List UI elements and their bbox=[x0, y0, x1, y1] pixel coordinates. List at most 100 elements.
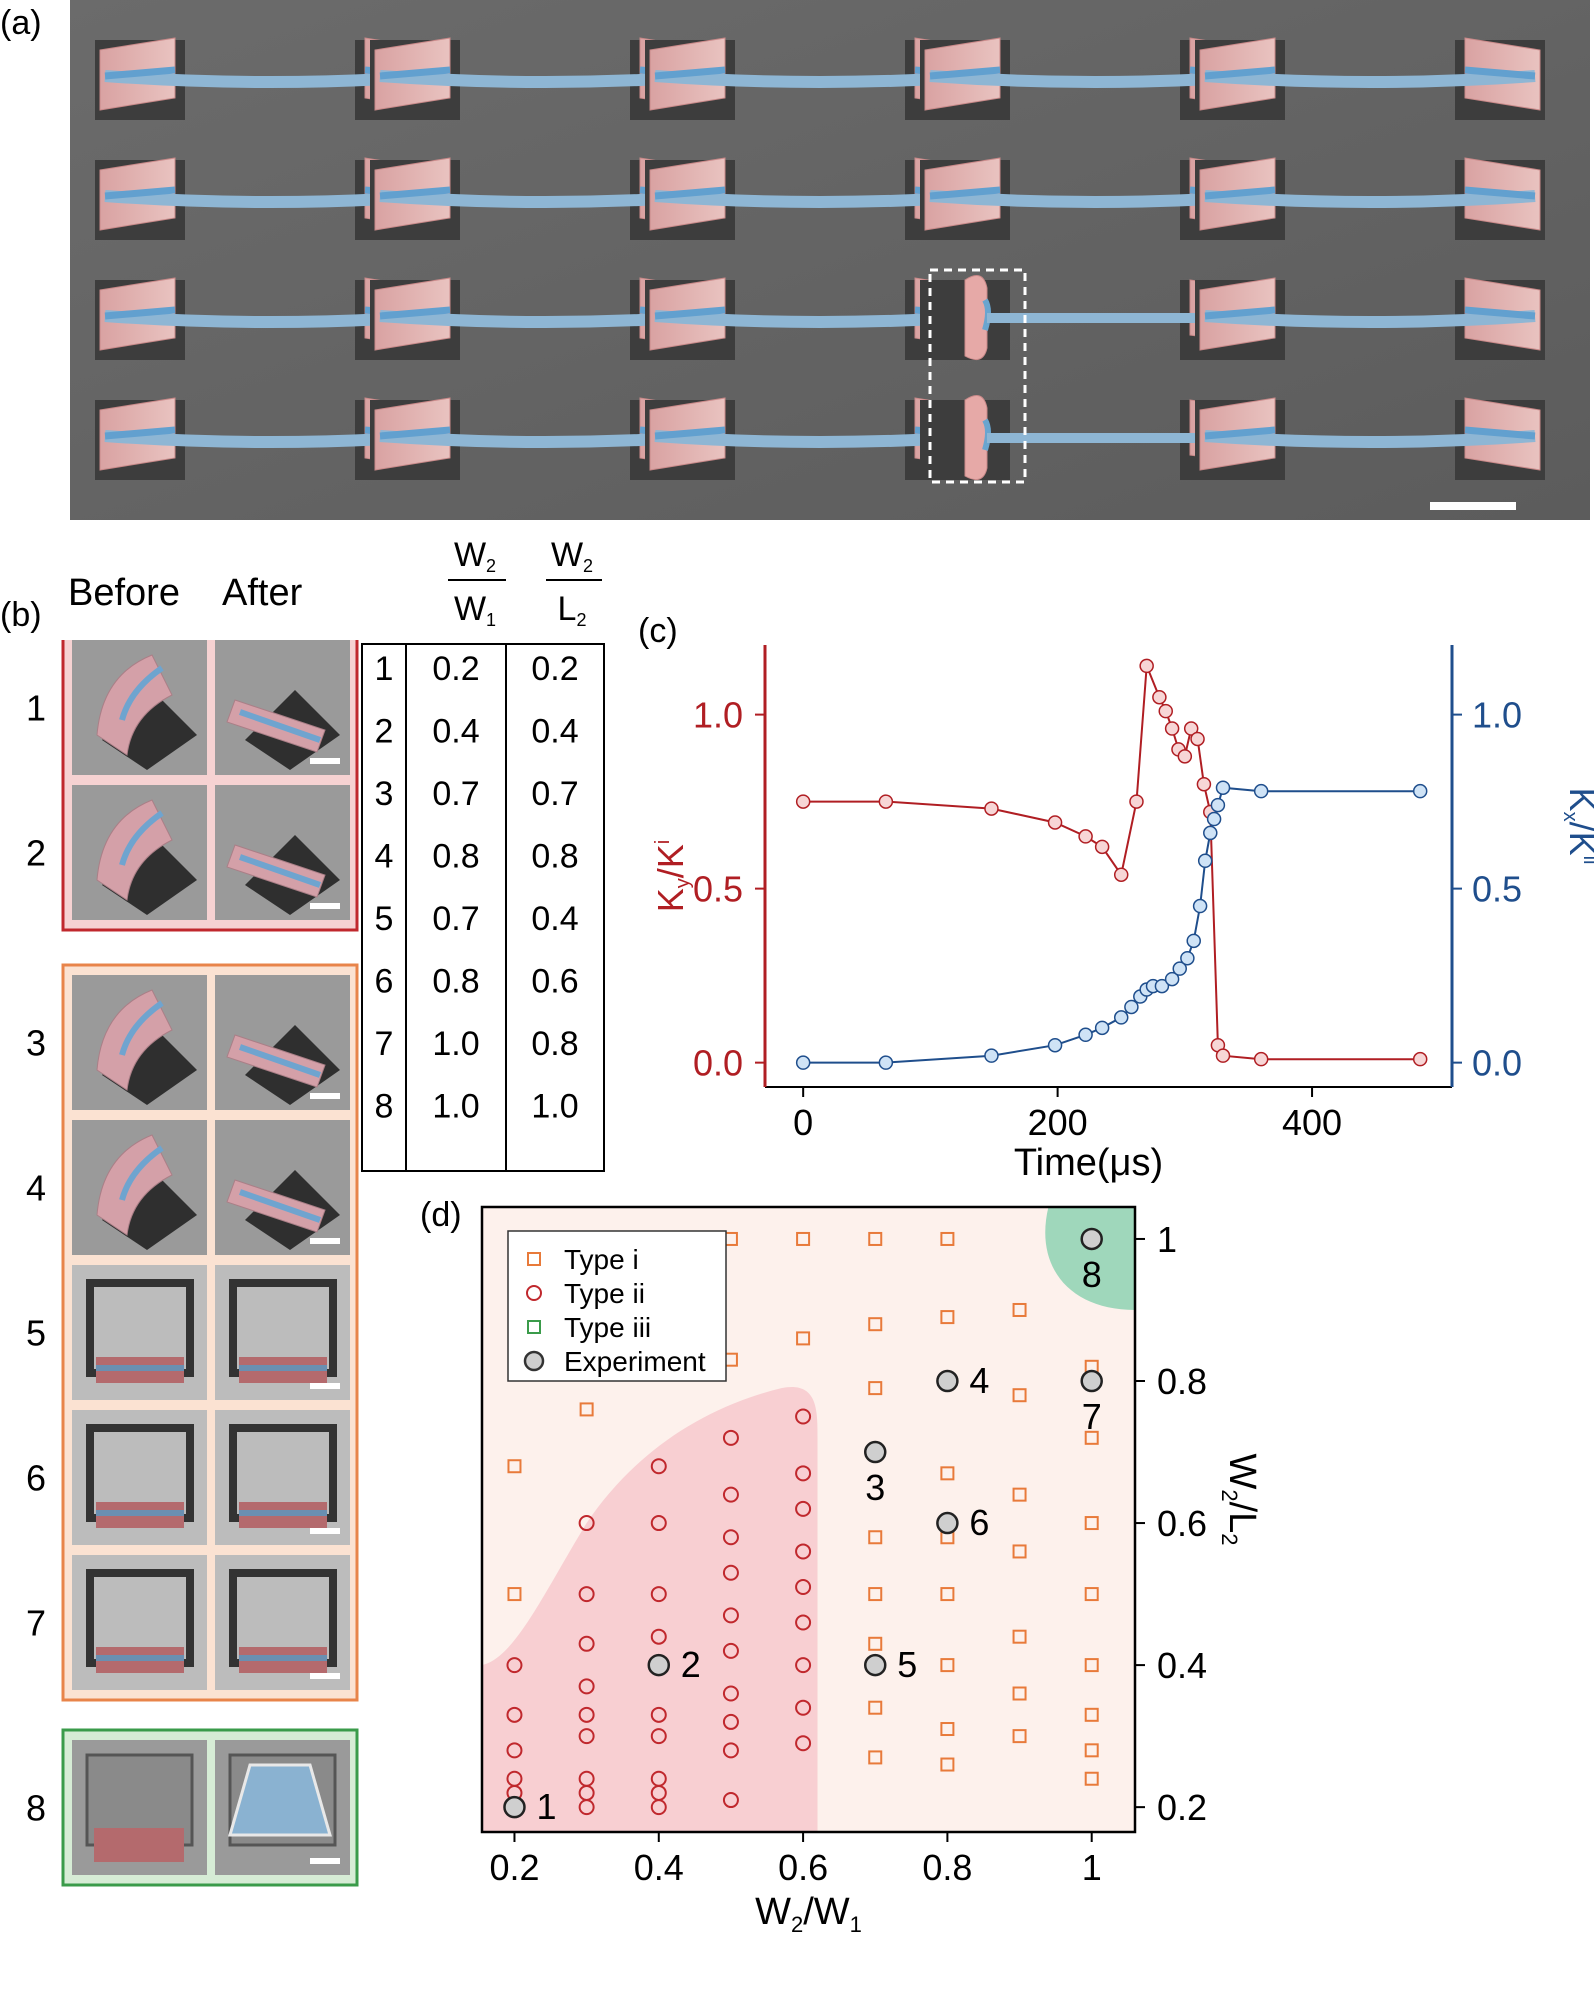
y-tick-label: 0.8 bbox=[1157, 1361, 1207, 1402]
type-i-point bbox=[1084, 1771, 1099, 1786]
table-cell-id: 2 bbox=[375, 713, 394, 751]
sem-structure bbox=[1195, 397, 1545, 480]
type-i-point bbox=[1012, 1302, 1027, 1317]
table-col2-num-sub: 2 bbox=[583, 556, 593, 576]
data-point-right bbox=[1047, 1037, 1063, 1053]
type-ii-point bbox=[795, 1465, 812, 1482]
table-cell-w2w1: 0.4 bbox=[432, 713, 479, 751]
type-ii-point bbox=[650, 1628, 667, 1645]
type-ii-point bbox=[578, 1586, 595, 1603]
data-point-left bbox=[878, 794, 894, 809]
type-ii-point bbox=[578, 1706, 595, 1723]
type-ii-point bbox=[722, 1529, 739, 1546]
table-row: 5 0.7 0.4 bbox=[375, 900, 579, 938]
type-i-point bbox=[507, 1587, 522, 1602]
type-ii-point bbox=[722, 1564, 739, 1581]
table-cell-id: 7 bbox=[375, 1025, 394, 1063]
x-axis-label: W2/W1 bbox=[755, 1891, 862, 1937]
table-cell-w2l2: 0.4 bbox=[531, 900, 578, 938]
data-point-right bbox=[1186, 933, 1201, 949]
type-i-point bbox=[507, 1459, 522, 1474]
type-ii-point bbox=[722, 1607, 739, 1624]
type-ii-point bbox=[722, 1486, 739, 1503]
after-image-1 bbox=[215, 640, 350, 775]
table-col1-num-sub: 2 bbox=[486, 556, 496, 576]
experiment-label: 5 bbox=[897, 1644, 917, 1685]
data-point-left bbox=[1094, 839, 1110, 855]
panel-label-a: (a) bbox=[0, 4, 42, 42]
data-point-left bbox=[1177, 749, 1193, 764]
data-point-left bbox=[1183, 721, 1199, 736]
type-ii-point bbox=[795, 1408, 812, 1425]
type-ii-point bbox=[795, 1657, 812, 1674]
x-tick-label: 0.8 bbox=[922, 1847, 972, 1888]
y-tick-label: 0.2 bbox=[1157, 1787, 1207, 1828]
type-ii-point bbox=[795, 1699, 812, 1716]
before-image-5 bbox=[72, 1265, 207, 1400]
x-tick-label: 400 bbox=[1282, 1102, 1342, 1143]
type-ii-point bbox=[650, 1586, 667, 1603]
y-tick-label-right: 0.5 bbox=[1472, 869, 1522, 910]
y-tick-label-left: 0.0 bbox=[693, 1043, 743, 1084]
table-cell-w2l2: 0.4 bbox=[531, 713, 578, 751]
type-ii-point bbox=[578, 1728, 595, 1745]
experiment-label: 1 bbox=[536, 1786, 556, 1827]
data-point-right bbox=[1172, 961, 1187, 976]
type-i-point bbox=[1012, 1388, 1027, 1403]
plot-frame bbox=[480, 1205, 1137, 1834]
table-cell-w2w1: 0.7 bbox=[432, 900, 479, 938]
before-image-2 bbox=[72, 785, 207, 920]
svg-text:W1: W1 bbox=[454, 590, 496, 630]
type-i-point bbox=[940, 1466, 955, 1481]
experiment-point bbox=[863, 1653, 887, 1677]
experiment-point bbox=[863, 1440, 887, 1464]
type-ii-point bbox=[506, 1657, 523, 1674]
table-col1-den-sub: 1 bbox=[486, 610, 496, 630]
data-point-left bbox=[1152, 689, 1167, 705]
table-row: 8 1.0 1.0 bbox=[375, 1088, 579, 1126]
data-point-left bbox=[984, 801, 999, 816]
table-cell-w2l2: 0.8 bbox=[531, 838, 578, 876]
type-i-point bbox=[940, 1231, 955, 1246]
type-i-point bbox=[1012, 1544, 1027, 1559]
table-cell-w2l2: 0.8 bbox=[531, 1025, 578, 1063]
type-i-point bbox=[1012, 1629, 1027, 1644]
type-i-point bbox=[868, 1231, 883, 1246]
data-point-right bbox=[878, 1055, 894, 1070]
table-row: 4 0.8 0.8 bbox=[375, 838, 579, 876]
table-cell-id: 8 bbox=[375, 1088, 394, 1126]
type-i-point bbox=[868, 1317, 883, 1332]
data-point-right bbox=[1180, 950, 1195, 966]
type-ii-region bbox=[482, 1387, 818, 1832]
table-cell-w2w1: 0.8 bbox=[432, 963, 479, 1001]
row-label-7: 7 bbox=[26, 1603, 46, 1644]
table-cell-id: 6 bbox=[375, 963, 394, 1001]
legend-label: Experiment bbox=[564, 1346, 706, 1377]
x-tick-label: 0.2 bbox=[489, 1847, 539, 1888]
sem-structure bbox=[1195, 277, 1545, 360]
sem-array-image bbox=[70, 0, 1590, 520]
type-ii-point bbox=[722, 1642, 739, 1659]
data-point-right bbox=[1124, 999, 1139, 1015]
scale-bar bbox=[310, 1383, 340, 1389]
type-ii-point bbox=[795, 1500, 812, 1517]
data-point-right bbox=[1154, 978, 1170, 994]
data-point-right bbox=[795, 1055, 811, 1070]
experiment-label: 8 bbox=[1082, 1254, 1102, 1295]
type-ii-point bbox=[650, 1706, 667, 1723]
type-ii-point bbox=[650, 1458, 667, 1475]
type-iii-region bbox=[1045, 1207, 1135, 1310]
table-cell-w2w1: 0.7 bbox=[432, 775, 479, 813]
scale-bar bbox=[310, 1093, 340, 1099]
data-point-left bbox=[1196, 776, 1212, 792]
type-ii-point bbox=[506, 1706, 523, 1723]
experiment-label: 2 bbox=[681, 1644, 701, 1685]
type-i-point bbox=[1012, 1686, 1027, 1701]
table-cell-w2w1: 1.0 bbox=[432, 1025, 479, 1063]
svg-text:W2: W2 bbox=[551, 536, 593, 576]
data-point-left bbox=[1412, 1051, 1428, 1067]
legend-marker bbox=[527, 1320, 541, 1334]
data-point-right bbox=[984, 1048, 999, 1063]
table-cell-w2l2: 0.6 bbox=[531, 963, 578, 1001]
y-tick-label-left: 1.0 bbox=[693, 695, 743, 736]
